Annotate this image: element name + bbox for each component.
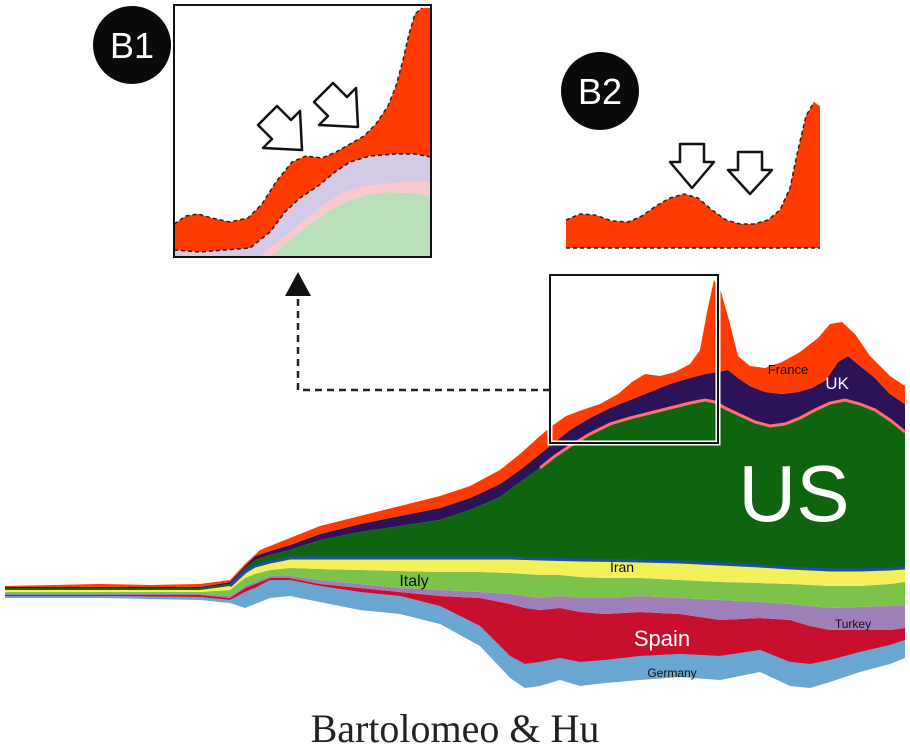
dip-arrow-icon [726,150,774,196]
b1-faded-purple-band [174,154,431,257]
uk-us-separator-line [539,398,906,470]
badge-b1: B1 [93,6,171,84]
label-uk: UK [825,374,849,393]
label-turkey: Turkey [835,617,871,631]
badge-b2-circle [561,52,639,130]
label-us: US [738,449,849,538]
badge-b2-label: B2 [578,71,622,112]
dip-arrow-icon [668,142,716,190]
inset-b1 [173,4,432,258]
b2-france-band [566,102,820,248]
figure-caption: Bartolomeo & Hu [310,706,600,751]
series-band-spain [5,578,905,664]
series-band-italy [5,568,905,608]
b1-france-band [174,8,431,252]
label-france: France [768,362,808,377]
main-streamgraph: France UK US Iran Italy Turkey Spain Ger… [5,272,906,688]
b1-faded-pink-band [260,182,431,257]
series-band-turkey [5,576,905,630]
dashed-connector-line [296,294,550,392]
badge-b1-circle [93,6,171,84]
inset-b2 [565,101,820,249]
zoom-connector [285,272,550,392]
dip-arrow-icon [312,81,360,129]
label-italy: Italy [399,573,428,590]
label-spain: Spain [634,626,690,651]
badge-b1-label: B1 [110,25,154,66]
zoom-selection-box-outline [549,274,719,444]
series-band-iran [5,558,905,592]
label-iran: Iran [610,559,634,575]
iran-us-separator-line [228,556,906,588]
inset-b1-frame [173,4,432,258]
b2-france-top-dashed-outline [565,101,815,225]
label-germany: Germany [647,666,696,680]
arrow-up-icon [285,272,311,296]
b1-faded-green-band [270,192,431,257]
series-band-germany [5,580,905,688]
dip-arrow-icon [256,104,304,152]
series-band-us [5,400,905,590]
badge-b2: B2 [561,52,639,130]
